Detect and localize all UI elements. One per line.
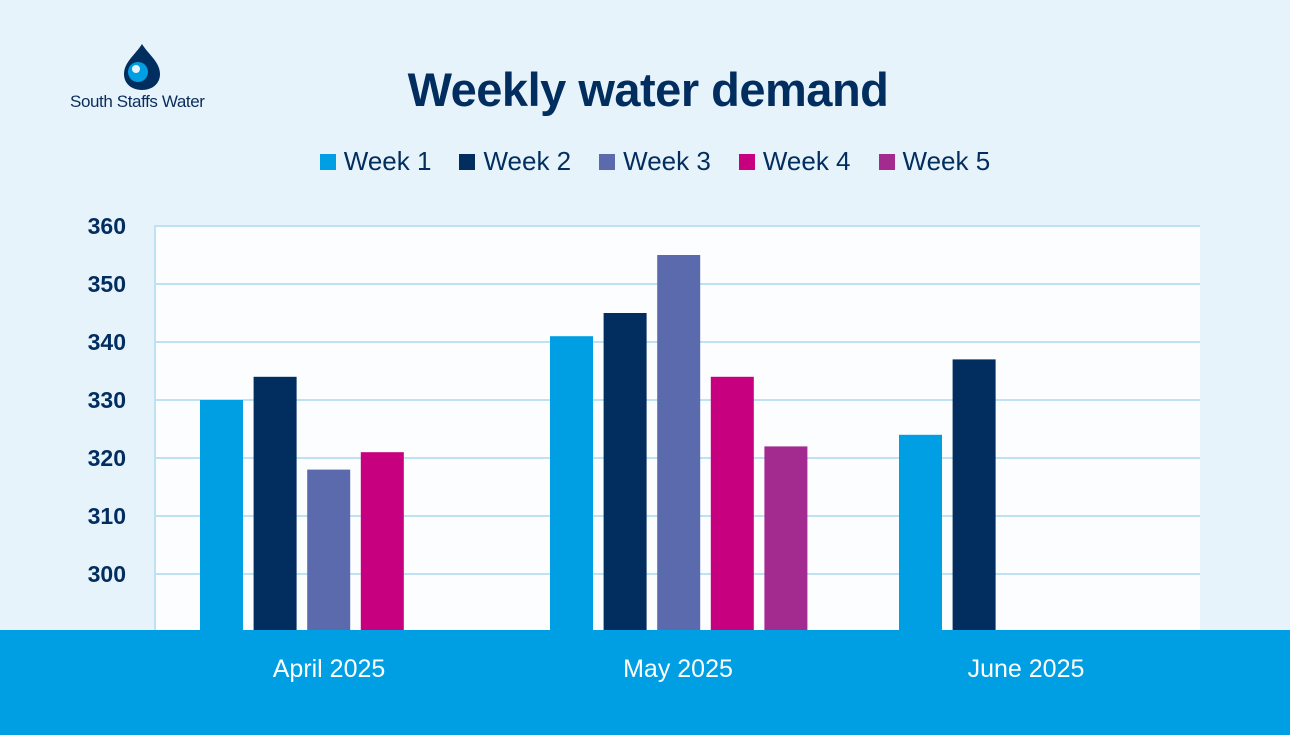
y-tick-label: 350 (88, 271, 126, 297)
bar (360, 452, 404, 632)
south-staffs-water-logo (124, 44, 160, 90)
bar (764, 446, 808, 632)
bar (253, 376, 297, 632)
y-tick-label: 360 (88, 213, 126, 239)
y-tick-label: 340 (88, 329, 126, 355)
y-tick-label: 330 (88, 387, 126, 413)
y-tick-label: 310 (88, 503, 126, 529)
legend-label: Week 1 (343, 146, 432, 176)
legend-swatch (738, 153, 755, 170)
x-tick-label: April 2025 (273, 655, 386, 683)
legend-label: Week 4 (762, 146, 851, 176)
x-tick-label: May 2025 (623, 655, 733, 683)
bar (603, 313, 647, 632)
legend-item: Week 4 (738, 146, 851, 177)
bar (710, 376, 754, 632)
bar (952, 359, 996, 632)
chart-legend: Week 1 Week 2 Week 3 Week 4 Week 5 (0, 146, 1290, 177)
chart-title: Weekly water demand (407, 63, 889, 116)
legend-label: Week 3 (623, 146, 711, 176)
bar (550, 336, 593, 632)
legend-label: Week 2 (483, 146, 572, 176)
y-tick-label: 320 (88, 445, 126, 471)
legend-swatch (459, 153, 476, 170)
legend-item: Week 2 (459, 146, 571, 177)
bar (307, 469, 351, 632)
y-tick-label: 300 (88, 561, 126, 587)
legend-item: Week 5 (878, 146, 991, 177)
bar (200, 400, 243, 632)
legend-label: Week 5 (902, 146, 991, 176)
brand-name: South Staffs Water (70, 92, 205, 111)
legend-swatch (878, 153, 895, 170)
bar (899, 434, 942, 632)
bar (657, 255, 701, 632)
x-axis-band (0, 630, 1290, 735)
legend-swatch (319, 153, 336, 170)
legend-item: Week 1 (319, 146, 432, 177)
legend-swatch (599, 153, 616, 170)
x-tick-label: June 2025 (968, 655, 1085, 683)
legend-item: Week 3 (599, 146, 711, 177)
